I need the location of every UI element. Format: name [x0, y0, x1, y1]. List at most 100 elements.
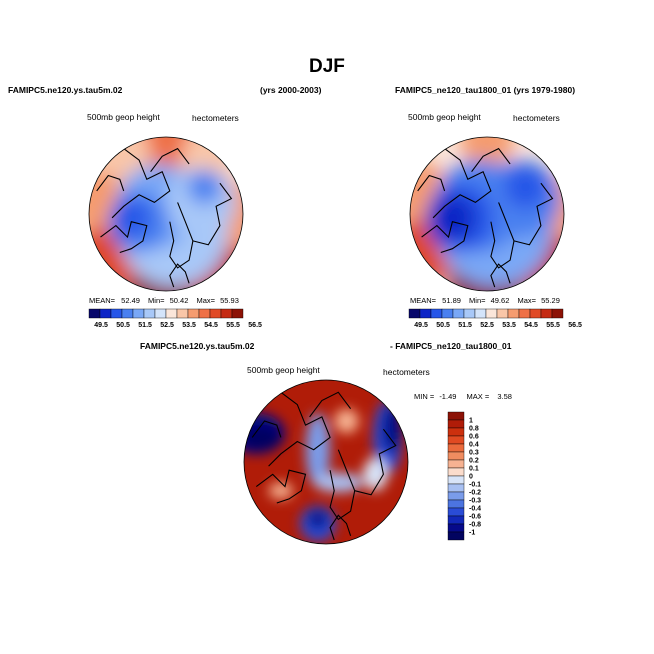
left-colorbar-tick: 54.5: [204, 322, 218, 329]
diff-colorbar-cell: [447, 467, 465, 477]
left-colorbar-tick: 53.5: [182, 322, 196, 329]
diff-colorbar-cell: [447, 523, 465, 533]
right-field-cell: [429, 194, 476, 241]
right-stats: MEAN= 51.89 Min= 49.62 Max= 55.29: [410, 296, 560, 305]
diff-colorbar-cell: [447, 499, 465, 509]
diff-colorbar-cell: [447, 443, 465, 453]
left-colorbar-tick: 50.5: [116, 322, 130, 329]
diff-min-label: MIN =: [414, 392, 435, 401]
left-colorbar-cell: [198, 308, 211, 319]
diff-colorbar-tick: 0.4: [469, 442, 479, 449]
diff-colorbar-cell: [447, 411, 465, 421]
diff-colorbar-tick: -0.2: [469, 490, 481, 497]
left-colorbar-cell: [110, 308, 123, 319]
diff-max-label: MAX =: [466, 392, 490, 401]
diff-colorbar-tick: 0.2: [469, 458, 479, 465]
right-max-value: 55.29: [541, 296, 560, 305]
right-panel-header: FAMIPC5_ne120_tau1800_01 (yrs 1979-1980): [395, 85, 576, 95]
left-colorbar-cell: [99, 308, 112, 319]
diff-colorbar-tick: 0.8: [469, 426, 479, 433]
left-coastline: [96, 174, 125, 192]
diff-colorbar-cell: [447, 491, 465, 501]
diff-colorbar-cell: [447, 419, 465, 429]
left-map: [89, 137, 243, 291]
diff-field-cell: [268, 482, 294, 499]
left-colorbar-tick: 56.5: [248, 322, 262, 329]
right-mean-value: 51.89: [442, 296, 461, 305]
right-colorbar-tick: 55.5: [546, 322, 560, 329]
diff-coastline: [354, 428, 397, 496]
left-colorbar-tick: 55.5: [226, 322, 240, 329]
left-coastline: [111, 148, 171, 219]
right-colorbar-cell: [430, 308, 443, 319]
right-coastline: [471, 147, 511, 173]
right-field-cell: [460, 137, 514, 168]
left-colorbar-tick: 51.5: [138, 322, 152, 329]
diff-colorbar-tick: 0.1: [469, 466, 479, 473]
left-colorbar-cell: [209, 308, 222, 319]
right-colorbar-tick: 56.5: [568, 322, 582, 329]
left-panel-header: FAMIPC5.ne120.ys.tau5m.02: [8, 85, 123, 95]
left-colorbar-cell: [132, 308, 145, 319]
diff-max-value: 3.58: [497, 392, 512, 401]
left-min-value: 50.42: [169, 296, 189, 305]
diff-field: [244, 400, 403, 542]
diff-coastline: [309, 391, 352, 418]
left-colorbar-tick: 49.5: [94, 322, 108, 329]
diff-colorbar-cell: [447, 427, 465, 437]
diff-colorbar-cell: [447, 459, 465, 469]
left-max-label: Max=: [196, 296, 216, 305]
diff-coastline: [268, 391, 331, 467]
diff-coastline: [329, 449, 356, 521]
right-variable-label: 500mb geop height: [408, 112, 481, 122]
left-colorbar-cell: [88, 308, 101, 319]
left-panel-years: (yrs 2000-2003): [260, 85, 322, 95]
right-max-label: Max=: [517, 296, 537, 305]
right-colorbar-cell: [419, 308, 432, 319]
right-units-label: hectometers: [513, 113, 560, 123]
diff-map-border: [243, 379, 409, 545]
left-map-border: [88, 136, 244, 292]
left-colorbar-cell: [220, 308, 233, 319]
left-coastline: [192, 182, 233, 246]
diff-field-cell: [307, 509, 328, 530]
right-colorbar-cell: [540, 308, 553, 319]
right-mean-label: MEAN=: [410, 296, 437, 305]
right-colorbar-cell: [551, 308, 564, 319]
right-colorbar-cell: [463, 308, 476, 319]
diff-colorbar-tick: -0.8: [469, 522, 481, 529]
diff-colorbar-tick: -0.3: [469, 498, 481, 505]
diff-stats: MIN = -1.49 MAX = 3.58: [414, 392, 512, 401]
right-min-label: Min=: [469, 296, 486, 305]
diff-colorbar-tick: 1: [469, 418, 473, 425]
left-colorbar-tick: 52.5: [160, 322, 174, 329]
diff-colorbar-cell: [447, 483, 465, 493]
right-colorbar-cell: [408, 308, 421, 319]
right-colorbar-tick: 53.5: [502, 322, 516, 329]
right-coastline: [432, 148, 492, 219]
diff-coastline: [329, 514, 352, 541]
diff-colorbar-cell: [447, 435, 465, 445]
left-field: [89, 137, 243, 291]
right-colorbar-tick: 49.5: [414, 322, 428, 329]
right-colorbar-cell: [518, 308, 531, 319]
diff-header-right: - FAMIPC5_ne120_tau1800_01: [390, 341, 512, 351]
diff-field-cell: [313, 472, 363, 493]
diff-colorbar-cell: [447, 531, 465, 541]
left-colorbar-cell: [176, 308, 189, 319]
left-mean-label: MEAN=: [89, 296, 116, 305]
right-colorbar-tick: 51.5: [458, 322, 472, 329]
diff-colorbar-tick: -0.6: [469, 514, 481, 521]
diff-colorbar-cell: [447, 451, 465, 461]
diff-min-value: -1.49: [439, 392, 457, 401]
left-stats: MEAN= 52.49 Min= 50.42 Max= 55.93: [89, 296, 239, 305]
right-min-value: 49.62: [490, 296, 510, 305]
right-field-cell: [503, 165, 548, 209]
right-coastline: [490, 263, 511, 288]
left-coastline: [169, 202, 194, 269]
right-map-border: [409, 136, 565, 292]
right-coastline: [417, 174, 446, 192]
left-colorbar-cell: [165, 308, 178, 319]
diff-colorbar-cell: [447, 475, 465, 485]
